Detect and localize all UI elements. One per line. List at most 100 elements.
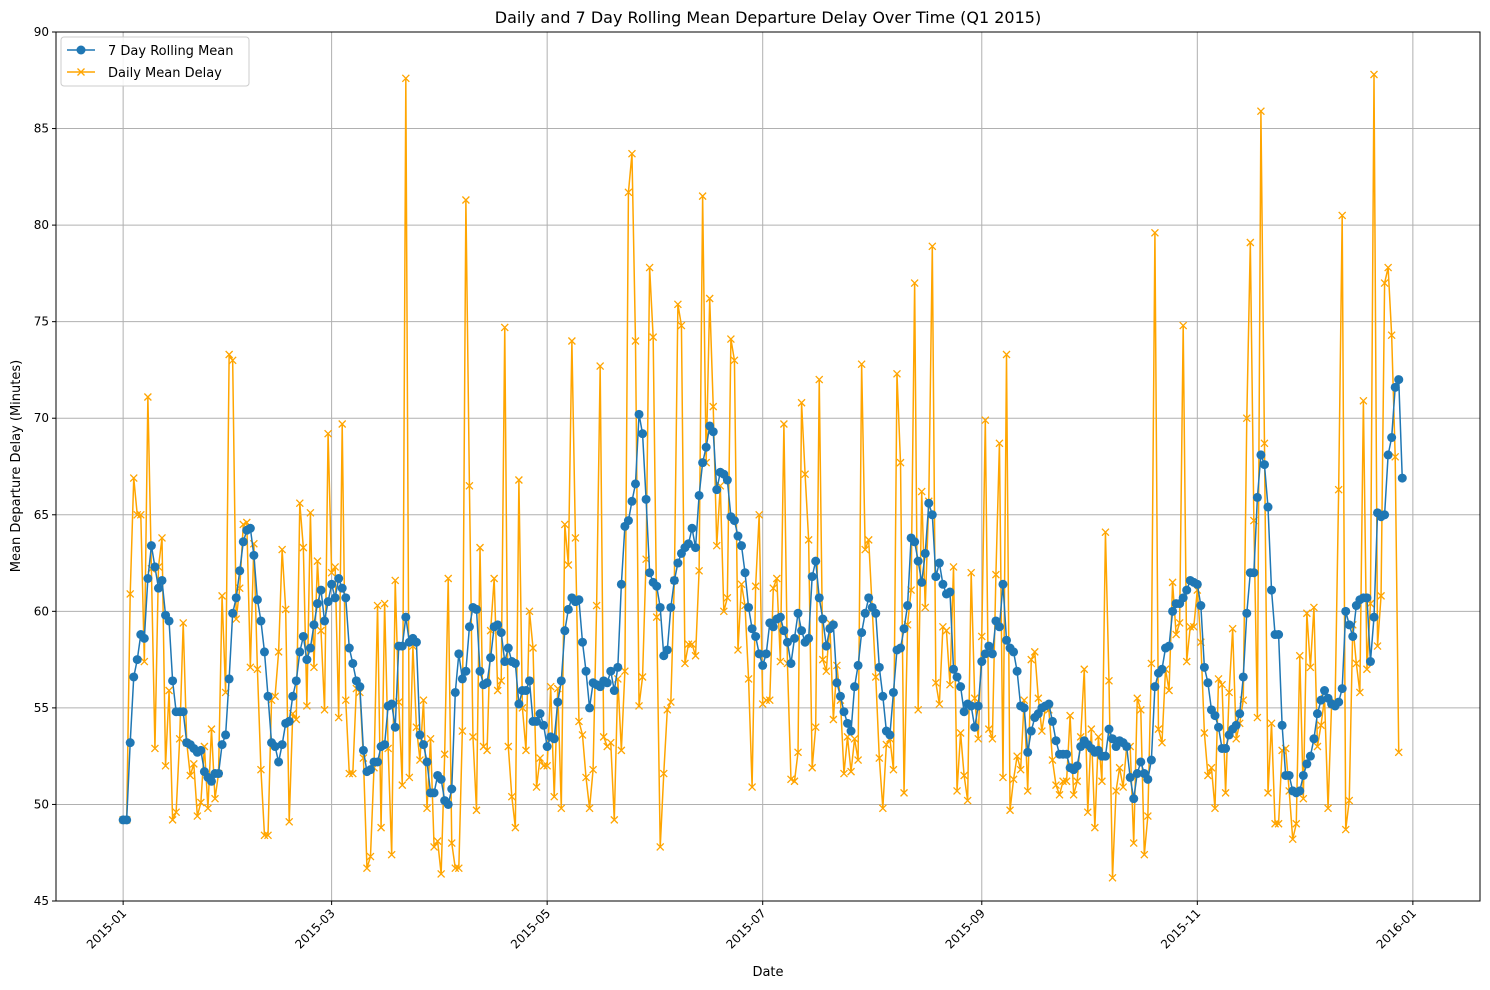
data-point xyxy=(793,608,803,618)
data-point xyxy=(129,672,139,682)
data-point xyxy=(337,583,347,593)
data-point xyxy=(524,676,534,686)
data-point xyxy=(874,662,884,672)
data-point xyxy=(723,593,732,602)
data-point xyxy=(737,580,746,589)
data-point xyxy=(808,763,817,772)
data-point xyxy=(168,815,177,824)
data-point xyxy=(698,192,707,201)
data-point xyxy=(779,420,788,428)
data-point xyxy=(348,769,357,778)
data-point xyxy=(1221,788,1230,797)
data-point xyxy=(797,626,807,636)
data-point xyxy=(656,842,665,851)
data-point xyxy=(539,761,548,770)
data-point xyxy=(630,479,640,489)
data-point xyxy=(956,682,966,692)
data-point xyxy=(609,686,619,696)
data-point xyxy=(316,585,326,595)
data-point xyxy=(984,725,993,734)
data-point xyxy=(1267,719,1276,728)
data-point xyxy=(832,678,842,688)
data-point xyxy=(1238,672,1248,682)
data-point xyxy=(564,561,573,569)
y-tick-label: 65 xyxy=(34,508,49,522)
data-point xyxy=(228,608,238,618)
data-point xyxy=(556,676,566,686)
data-point xyxy=(1344,620,1354,630)
data-point xyxy=(500,323,509,332)
data-point xyxy=(663,705,672,714)
data-point xyxy=(751,582,760,591)
data-point xyxy=(126,589,135,598)
data-point xyxy=(627,496,637,506)
data-point xyxy=(801,470,810,479)
data-point xyxy=(1207,763,1216,772)
data-point xyxy=(1094,732,1103,741)
data-point xyxy=(203,804,212,813)
data-point xyxy=(677,321,686,330)
data-point xyxy=(991,570,1000,579)
data-point xyxy=(411,637,421,647)
data-point xyxy=(871,608,881,618)
data-point xyxy=(295,647,305,657)
data-point xyxy=(839,707,849,717)
data-point xyxy=(221,730,231,740)
data-point xyxy=(253,665,262,674)
data-point xyxy=(698,458,708,468)
data-point xyxy=(122,815,132,825)
data-point xyxy=(938,579,948,589)
data-point xyxy=(1100,751,1110,761)
data-point xyxy=(525,607,534,616)
data-point xyxy=(228,356,237,365)
data-point xyxy=(1384,263,1393,272)
y-tick-label: 90 xyxy=(34,25,49,39)
data-point xyxy=(666,602,676,612)
data-point xyxy=(461,666,471,676)
data-point xyxy=(493,620,503,630)
data-point xyxy=(238,537,248,547)
data-point xyxy=(454,649,464,659)
data-point xyxy=(529,644,537,652)
data-point xyxy=(543,761,552,770)
data-point xyxy=(882,740,891,749)
data-point xyxy=(429,788,439,798)
data-point xyxy=(1178,593,1188,603)
data-point xyxy=(694,490,704,500)
data-point xyxy=(277,740,287,750)
data-point xyxy=(974,734,983,743)
data-point xyxy=(334,574,344,583)
data-point xyxy=(762,696,771,705)
data-point xyxy=(196,798,205,807)
data-point xyxy=(1295,786,1305,796)
data-point xyxy=(899,624,909,634)
data-point xyxy=(309,620,319,630)
data-point xyxy=(246,663,255,672)
data-point xyxy=(1362,593,1372,603)
data-point xyxy=(422,757,432,767)
data-point xyxy=(327,568,336,577)
data-point xyxy=(496,628,506,638)
data-point xyxy=(1341,825,1350,834)
data-point xyxy=(1225,688,1234,697)
data-point xyxy=(292,715,301,724)
data-point xyxy=(158,533,166,542)
data-point xyxy=(1150,682,1160,692)
data-point xyxy=(1203,771,1212,780)
data-point xyxy=(740,568,750,578)
data-point xyxy=(1146,755,1156,765)
data-point xyxy=(754,649,764,659)
data-point xyxy=(1140,850,1149,859)
data-point xyxy=(1051,736,1061,746)
data-point xyxy=(1334,697,1344,707)
data-point xyxy=(510,658,520,668)
data-point xyxy=(687,523,697,533)
data-point xyxy=(655,602,665,612)
data-point xyxy=(418,740,428,750)
data-point xyxy=(1231,720,1241,730)
data-point xyxy=(673,300,682,309)
data-point xyxy=(415,730,425,740)
data-point xyxy=(864,593,874,603)
data-point xyxy=(857,360,866,369)
data-point xyxy=(1044,699,1054,709)
